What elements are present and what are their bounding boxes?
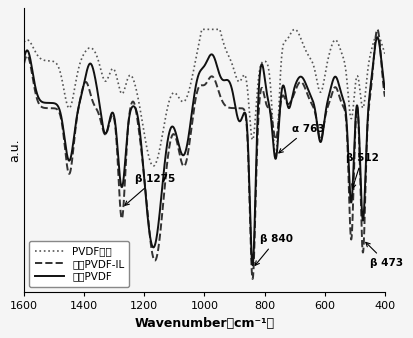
取向PVDF-IL (21, 62, 26, 66)
取向PVDF-IL (371, 54, 376, 58)
取向PVDF (284, 96, 289, 100)
Y-axis label: a.u.: a.u. (8, 138, 21, 162)
PVDF球晶 (21, 40, 26, 44)
取向PVDF-IL (173, 135, 178, 139)
Text: α 763: α 763 (279, 124, 324, 153)
PVDF球晶 (382, 52, 387, 56)
取向PVDF-IL (284, 100, 289, 104)
取向PVDF-IL (176, 147, 181, 151)
取向PVDF (21, 56, 26, 60)
PVDF球晶 (193, 58, 198, 62)
取向PVDF (382, 87, 387, 91)
取向PVDF-IL (250, 277, 255, 281)
PVDF球晶 (371, 39, 376, 43)
取向PVDF (250, 263, 255, 267)
Line: 取向PVDF: 取向PVDF (24, 37, 385, 265)
取向PVDF-IL (375, 27, 380, 31)
取向PVDF (193, 86, 198, 90)
PVDF球晶 (354, 78, 358, 82)
取向PVDF-IL (382, 95, 387, 99)
Text: β 473: β 473 (366, 242, 403, 268)
取向PVDF-IL (193, 97, 198, 101)
PVDF球晶 (284, 38, 289, 42)
取向PVDF (371, 54, 376, 58)
Line: 取向PVDF-IL: 取向PVDF-IL (24, 29, 385, 279)
PVDF球晶 (199, 27, 204, 31)
Text: β 512: β 512 (346, 153, 379, 188)
取向PVDF (375, 35, 380, 39)
Text: β 1275: β 1275 (125, 174, 176, 206)
取向PVDF (176, 142, 181, 146)
取向PVDF (173, 130, 178, 135)
PVDF球晶 (176, 95, 181, 99)
Line: PVDF球晶: PVDF球晶 (24, 29, 385, 166)
取向PVDF-IL (354, 115, 358, 119)
X-axis label: Wavenumber（cm⁻¹）: Wavenumber（cm⁻¹） (135, 317, 275, 330)
取向PVDF (354, 111, 358, 115)
Legend: PVDF球晶, 取向PVDF-IL, 取向PVDF: PVDF球晶, 取向PVDF-IL, 取向PVDF (29, 241, 130, 287)
Text: β 840: β 840 (255, 234, 293, 265)
PVDF球晶 (151, 164, 156, 168)
PVDF球晶 (173, 92, 178, 96)
